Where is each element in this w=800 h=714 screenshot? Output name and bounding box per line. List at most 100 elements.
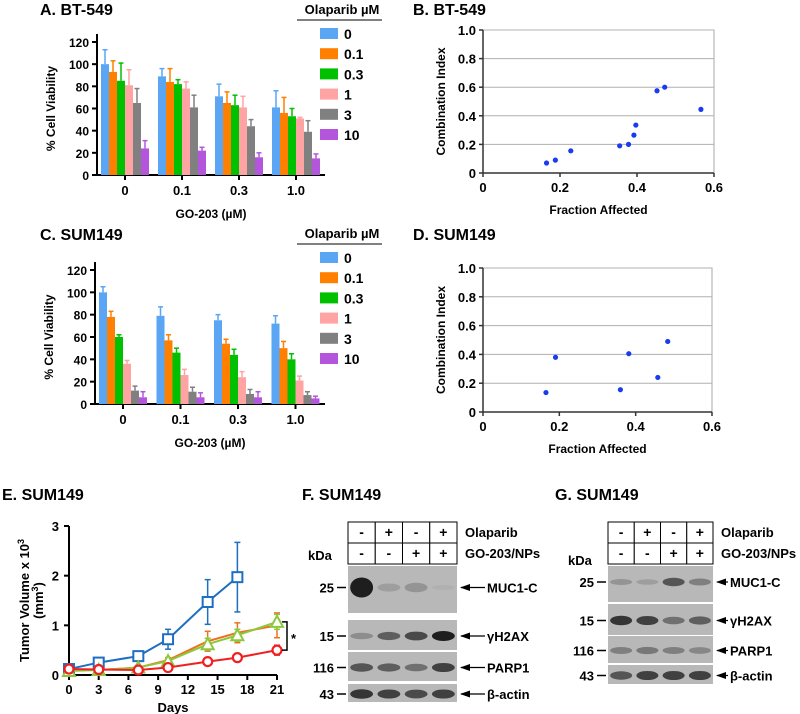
protein-band <box>662 670 685 681</box>
arrow-head-icon <box>716 672 726 679</box>
bar-1-1.0 <box>296 118 304 175</box>
panel-e-title: E. SUM149 <box>2 487 84 504</box>
protein-band <box>350 632 374 640</box>
y-tick-label: 0.2 <box>458 376 476 391</box>
data-point <box>654 88 660 94</box>
y-tick-label: 20 <box>74 376 88 390</box>
protein-band <box>404 582 428 593</box>
x-tick-label: 0.6 <box>705 180 723 195</box>
protein-band <box>688 616 711 625</box>
x-tick-label: 0.3 <box>229 412 247 427</box>
legend-title: Olaparib µM <box>305 2 380 17</box>
treatment-sign: - <box>619 545 624 561</box>
treatment-cell <box>429 542 458 565</box>
legend-swatch-0.1 <box>320 48 338 60</box>
bar-3-1.0 <box>303 395 312 404</box>
bar-3-0.1 <box>190 107 198 175</box>
legend-label: 10 <box>344 351 360 367</box>
legend-swatch-3 <box>320 332 338 344</box>
bar-1-0.1 <box>182 88 190 175</box>
data-point <box>655 374 661 381</box>
data-point <box>617 143 623 149</box>
legend-swatch-10 <box>320 129 338 140</box>
x-tick-label: 0.3 <box>230 183 248 198</box>
y-tick-label: 20 <box>76 147 90 161</box>
bar-0.1-0 <box>107 316 115 404</box>
y-tick-label: 2 <box>52 569 59 584</box>
blot-membrane-3 <box>348 684 457 702</box>
y-tick-label: 0.8 <box>458 52 476 67</box>
y-tick-label: 40 <box>74 353 88 367</box>
protein-band <box>377 583 401 592</box>
treatment-sign: - <box>671 524 676 540</box>
y-tick-label: 3 <box>52 519 59 534</box>
data-point <box>552 157 558 163</box>
x-tick-label: 0.6 <box>703 419 721 434</box>
protein-band <box>662 616 685 625</box>
x-tick-label: 0.2 <box>551 180 569 195</box>
protein-label: γH2AX <box>730 614 772 629</box>
legend-swatch-3 <box>320 108 338 120</box>
bar-0.3-0 <box>115 337 123 404</box>
y-tick-label: 0 <box>469 405 476 420</box>
y-tick-label: 100 <box>69 58 89 72</box>
y-unit-text: (mm <box>31 591 46 618</box>
x-tick-label: 21 <box>270 682 284 697</box>
scatter-chart-B: 0 0.2 0.4 0.6 0.8 1.0 0 0.2 0.4 0.6 Fraction Affec… <box>434 23 723 217</box>
legend-label: 3 <box>344 107 352 123</box>
plot-frame <box>482 267 713 413</box>
protein-band <box>662 577 685 587</box>
y-tick-label: 0 <box>82 169 89 183</box>
significance-bracket <box>282 621 288 651</box>
y-axis-label: Combination Index <box>434 47 448 155</box>
protein-band <box>377 689 401 699</box>
protein-band <box>688 647 711 654</box>
legend-label: 0 <box>344 26 352 42</box>
protein-band <box>662 647 685 654</box>
data-point <box>543 160 550 166</box>
legend-label: 0.3 <box>344 290 364 306</box>
data-point <box>665 338 671 345</box>
x-tick-label: 0.4 <box>627 419 646 434</box>
bar-3-1.0 <box>304 131 312 175</box>
treatment-label: Olaparib <box>721 525 774 540</box>
legend-label: 1 <box>344 87 352 103</box>
protein-label: MUC1-C <box>730 575 781 590</box>
y-tick-label: 0.6 <box>458 319 476 334</box>
square-marker <box>201 595 214 608</box>
legend-label: 3 <box>344 331 352 347</box>
bar-1-0 <box>125 85 133 175</box>
x-tick-label: 12 <box>181 682 195 697</box>
bar-10-0.1 <box>196 397 205 404</box>
x-axis-label: Fraction Affected <box>548 442 646 456</box>
protein-label: PARP1 <box>487 661 529 676</box>
arrow-head-icon <box>460 632 470 640</box>
bar-0.3-0.1 <box>174 84 182 175</box>
treatment-sign: + <box>696 524 704 540</box>
bar-10-0.1 <box>198 150 206 175</box>
y-tick-label: 120 <box>69 36 89 50</box>
legend-swatch-0.3 <box>320 292 338 304</box>
data-point <box>698 106 704 112</box>
circle-marker <box>231 652 243 664</box>
bar-0-0.1 <box>156 315 165 404</box>
western-blot-F: - + - + Olaparib - - + + GO-203/NPs kDa 25 MUC1-C 15 γ… <box>308 521 540 702</box>
plot-frame <box>482 29 715 174</box>
circle-marker <box>63 663 75 675</box>
treatment-sign: + <box>439 545 447 561</box>
bar-0.3-0 <box>117 80 125 175</box>
y-tick-label: 80 <box>74 309 88 323</box>
protein-label: β-actin <box>487 687 530 702</box>
bar-0-0.1 <box>158 76 166 175</box>
western-blot-G: - + - + Olaparib - - + + GO-203/NPs kDa 25 MUC1-C 15 γ… <box>568 521 796 684</box>
protein-band <box>431 662 455 673</box>
x-tick-label: 0 <box>119 412 126 427</box>
legend-swatch-10 <box>320 353 338 364</box>
bar-1-0.3 <box>239 107 247 175</box>
y-tick-label: 0.4 <box>458 109 477 124</box>
bar-0-0 <box>99 292 107 404</box>
mw-marker: 116 <box>313 661 334 676</box>
treatment-label: GO-203/NPs <box>721 546 796 561</box>
panel-a-title: A. BT-549 <box>40 2 113 19</box>
